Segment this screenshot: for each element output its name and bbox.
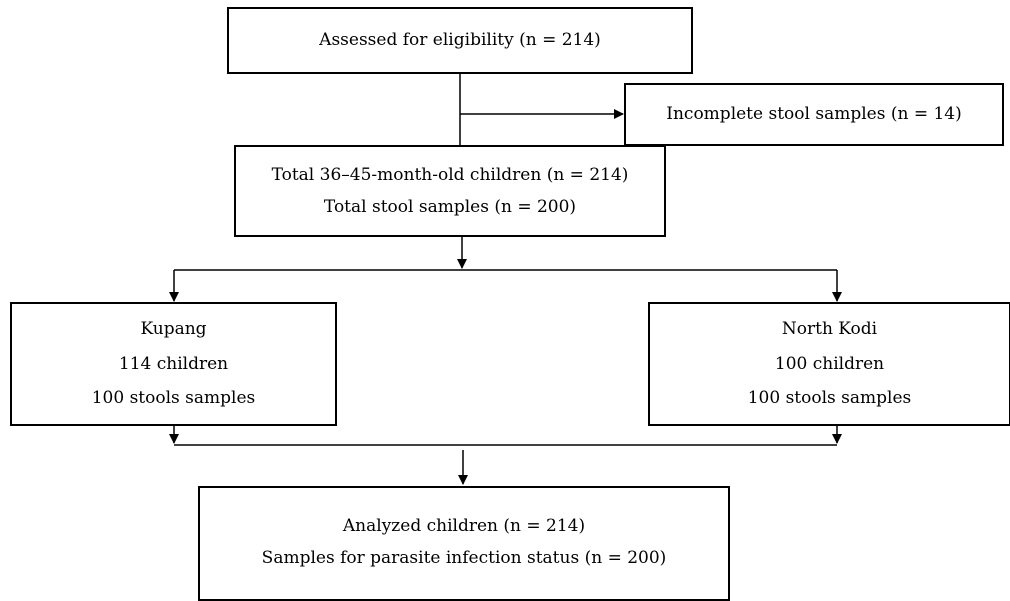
kupang-samples: 100 stools samples — [91, 388, 256, 409]
north-kodi-box: North Kodi 100 children 100 stools sampl… — [648, 302, 1010, 426]
total-children-label: Total 36–45-month-old children (n = 214) — [271, 164, 629, 185]
kupang-title: Kupang — [140, 319, 207, 340]
north-kodi-samples: 100 stools samples — [747, 388, 912, 409]
assessed-box: Assessed for eligibility (n = 214) — [227, 7, 693, 74]
kupang-children: 114 children — [118, 353, 229, 374]
analyzed-children-label: Analyzed children (n = 214) — [342, 516, 586, 536]
incomplete-samples-label: Incomplete stool samples (n = 14) — [666, 104, 962, 125]
total-children-box: Total 36–45-month-old children (n = 214)… — [234, 145, 666, 237]
analyzed-samples-label: Samples for parasite infection status (n… — [261, 548, 667, 569]
kupang-box: Kupang 114 children 100 stools samples — [10, 302, 337, 426]
north-kodi-children: 100 children — [774, 353, 885, 374]
north-kodi-title: North Kodi — [781, 319, 878, 340]
total-samples-label: Total stool samples (n = 200) — [323, 197, 577, 217]
analyzed-box: Analyzed children (n = 214) Samples for … — [198, 486, 730, 601]
incomplete-samples-box: Incomplete stool samples (n = 14) — [624, 83, 1004, 146]
assessed-label: Assessed for eligibility (n = 214) — [319, 30, 601, 51]
